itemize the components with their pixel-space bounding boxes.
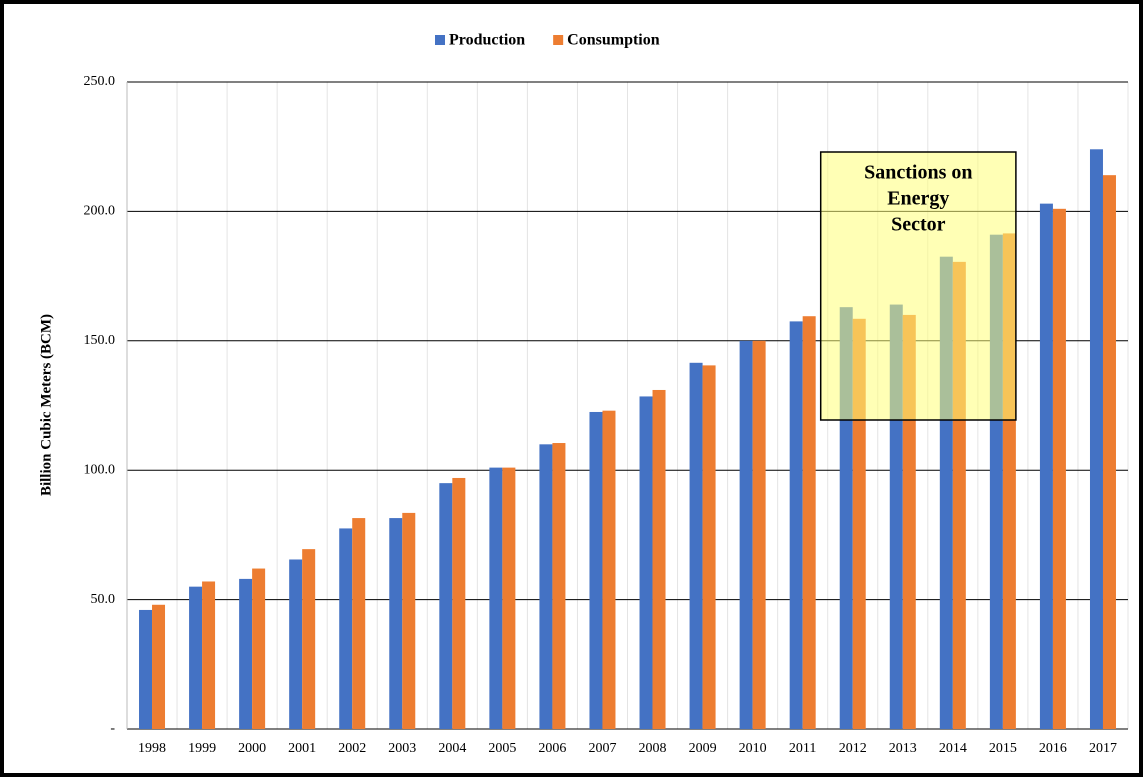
x-tick-label: 2008 <box>639 741 667 756</box>
bar <box>402 512 416 729</box>
bar <box>302 549 316 729</box>
annotation-text: Sanctions on <box>864 162 972 184</box>
bar <box>489 467 503 729</box>
x-tick-label: 2006 <box>538 741 566 756</box>
bar <box>352 518 366 729</box>
bar <box>752 340 766 729</box>
bar <box>502 467 516 729</box>
bar <box>152 604 166 729</box>
annotation-text: Sector <box>891 214 946 236</box>
bar <box>339 528 353 729</box>
x-tick-label: 2015 <box>989 741 1017 756</box>
bar <box>139 609 153 729</box>
legend-label: Production <box>449 32 525 49</box>
bar <box>289 559 303 729</box>
bar <box>1102 175 1116 730</box>
x-tick-label: 2002 <box>338 741 366 756</box>
x-tick-label: 2014 <box>939 741 967 756</box>
x-tick-label: 1998 <box>138 741 166 756</box>
annotation-text: Energy <box>887 188 949 210</box>
bar <box>589 411 603 729</box>
bar <box>1089 149 1103 730</box>
legend-swatch <box>435 35 445 45</box>
x-tick-label: 2001 <box>288 741 316 756</box>
x-tick-label: 2004 <box>438 741 466 756</box>
x-tick-label: 2000 <box>238 741 266 756</box>
bar <box>1039 203 1053 730</box>
bar <box>639 396 653 729</box>
bar <box>789 321 803 729</box>
bar <box>602 410 616 729</box>
bar <box>202 581 216 729</box>
x-tick-label: 2016 <box>1039 741 1067 756</box>
bar <box>852 318 866 729</box>
x-tick-label: 2017 <box>1089 741 1117 756</box>
bar <box>239 578 253 729</box>
bar <box>189 586 203 729</box>
x-tick-label: 2012 <box>839 741 867 756</box>
bar <box>452 477 466 729</box>
x-tick-label: 2010 <box>739 741 767 756</box>
annotation-box <box>819 151 1017 421</box>
x-tick-label: 1999 <box>188 741 216 756</box>
y-tick-label: 100.0 <box>84 462 116 477</box>
x-tick-label: 2013 <box>889 741 917 756</box>
bar <box>802 316 816 729</box>
bar <box>652 389 666 729</box>
y-tick-label: 200.0 <box>84 204 116 219</box>
legend-label: Consumption <box>567 32 660 49</box>
y-tick-label: - <box>110 721 115 736</box>
y-tick-label: 50.0 <box>91 592 116 607</box>
legend: Production Consumption <box>435 32 660 49</box>
bar <box>389 518 403 729</box>
bar <box>252 568 266 729</box>
bar <box>1052 208 1066 729</box>
bar <box>739 340 753 729</box>
bar <box>439 483 453 729</box>
y-axis-label: Billion Cubic Meters (BCM) <box>38 314 54 496</box>
x-tick-label: 2011 <box>789 741 816 756</box>
y-tick-label: 250.0 <box>84 74 116 89</box>
y-tick-label: 150.0 <box>84 333 116 348</box>
bar <box>689 362 703 729</box>
bar <box>539 444 553 729</box>
x-tick-label: 2005 <box>488 741 516 756</box>
legend-swatch <box>553 35 564 45</box>
bar <box>552 443 566 729</box>
x-tick-label: 2009 <box>689 741 717 756</box>
bar <box>702 365 716 729</box>
x-tick-label: 2007 <box>588 741 616 756</box>
x-tick-label: 2003 <box>388 741 416 756</box>
